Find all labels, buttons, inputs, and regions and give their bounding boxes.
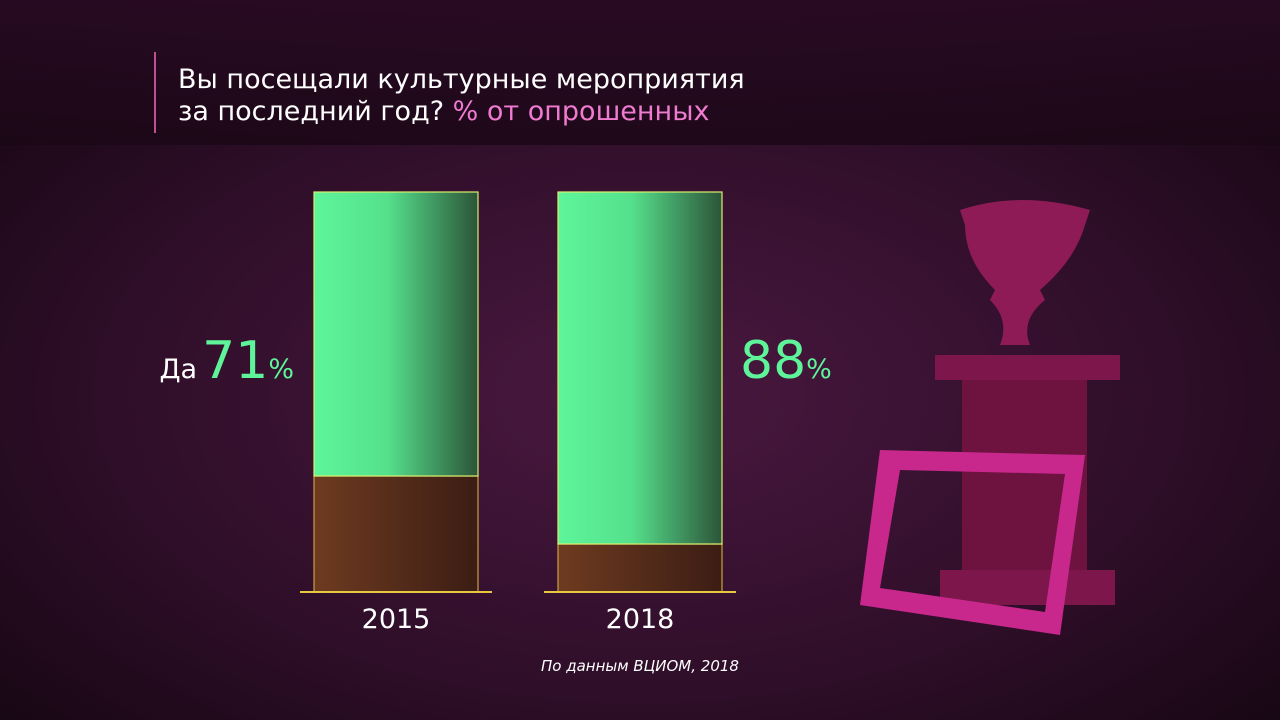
bar-segment	[313, 475, 479, 593]
decoration	[860, 200, 1120, 635]
value-label: Да 71%	[159, 331, 294, 391]
value-number: 71	[202, 331, 268, 391]
bar-segment	[313, 191, 479, 477]
source-note: По данным ВЦИОМ, 2018	[541, 657, 739, 675]
chart-title: за последний год?	[178, 96, 444, 127]
x-tick-label: 2018	[606, 604, 675, 635]
bar-segment	[557, 543, 723, 593]
value-unit: %	[268, 354, 294, 385]
value-number: 88	[740, 331, 806, 391]
chart-title: за последний год? % от опрошенных	[178, 96, 710, 127]
chart-title: Вы посещали культурные мероприятия	[178, 64, 745, 95]
bar-segment	[557, 191, 723, 545]
value-label: 88%	[740, 331, 832, 391]
series-name: Да	[159, 354, 197, 385]
chart-subtitle: % от опрошенных	[453, 96, 710, 127]
x-tick-label: 2015	[362, 604, 431, 635]
value-unit: %	[806, 354, 832, 385]
header-band	[0, 0, 1280, 145]
